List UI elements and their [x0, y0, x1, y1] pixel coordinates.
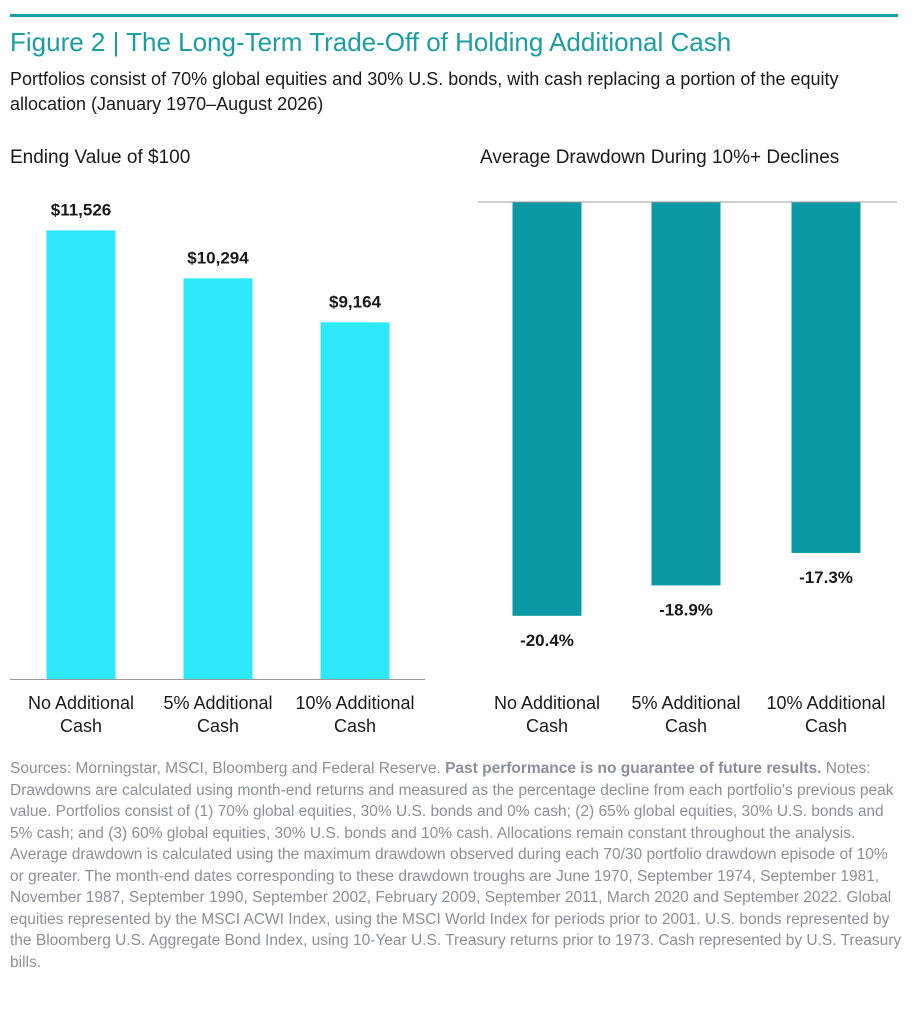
bar-drawdown-5pct-cash [651, 202, 721, 586]
data-label-drawdown-5pct-cash: -18.9% [659, 600, 713, 619]
sources-text: Sources: Morningstar, MSCI, Bloomberg an… [10, 760, 441, 777]
data-label-drawdown-10pct-cash: -17.3% [799, 568, 853, 587]
bar-drawdown-no-cash [512, 202, 582, 616]
category-label-right-no-cash-line2: Cash [526, 716, 568, 736]
category-label-left-5pct-cash-line2: Cash [197, 716, 239, 736]
category-label-left-10pct-cash-line1: 10% Additional [295, 693, 414, 713]
category-label-right-10pct-cash-line1: 10% Additional [766, 693, 885, 713]
right-chart-title: Average Drawdown During 10%+ Declines [480, 147, 840, 168]
data-label-drawdown-no-cash: -20.4% [520, 631, 574, 650]
category-label-left-10pct-cash-line2: Cash [334, 716, 376, 736]
drawdown-chart: -20.4% No Additional Cash -18.9% 5% Addition… [478, 201, 897, 736]
disclaimer-text: Past performance is no guarantee of futu… [445, 760, 822, 777]
bar-ending-value-5pct-cash [183, 278, 253, 679]
figure-subtitle: Portfolios consist of 70% global equitie… [10, 69, 839, 114]
top-rule [10, 14, 898, 17]
category-label-right-5pct-cash-line1: 5% Additional [631, 693, 740, 713]
category-label-right-no-cash-line1: No Additional [494, 693, 600, 713]
footnotes: Sources: Morningstar, MSCI, Bloomberg an… [10, 758, 905, 973]
category-label-left-5pct-cash-line1: 5% Additional [163, 693, 272, 713]
charts-canvas: $11,526 No Additional Cash $10,294 5% Additi… [10, 200, 897, 736]
bar-ending-value-10pct-cash [320, 322, 390, 679]
category-label-left-no-cash-line2: Cash [60, 716, 102, 736]
left-chart-title: Ending Value of $100 [10, 147, 191, 168]
category-label-right-10pct-cash-line2: Cash [805, 716, 847, 736]
data-label-ending-value-5pct-cash: $10,294 [187, 248, 249, 267]
category-label-left-no-cash-line1: No Additional [28, 693, 134, 713]
notes-text: Notes: Drawdowns are calculated using mo… [10, 760, 902, 971]
category-label-right-5pct-cash-line2: Cash [665, 716, 707, 736]
data-label-ending-value-10pct-cash: $9,164 [329, 292, 382, 311]
ending-value-chart: $11,526 No Additional Cash $10,294 5% Additi… [10, 200, 425, 736]
bar-drawdown-10pct-cash [791, 202, 861, 553]
figure-title: Figure 2 | The Long-Term Trade-Off of Ho… [10, 27, 732, 57]
data-label-ending-value-no-cash: $11,526 [51, 200, 112, 219]
bar-ending-value-no-cash [46, 230, 116, 679]
